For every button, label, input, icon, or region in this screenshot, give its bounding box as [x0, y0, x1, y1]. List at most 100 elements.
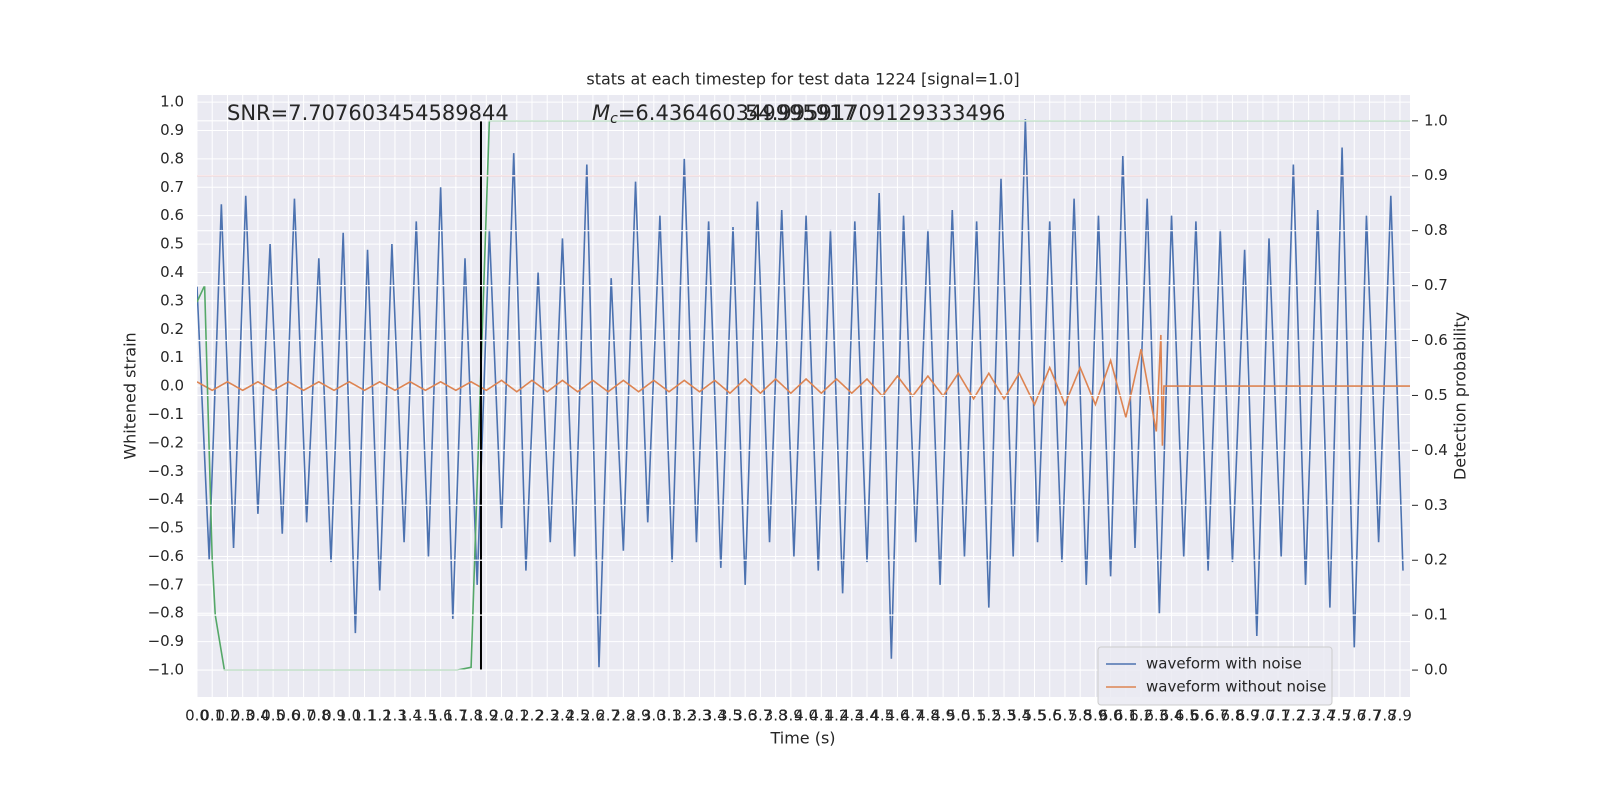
series-line [197, 334, 1410, 446]
y2-tick-label: 0.6 [1424, 331, 1448, 349]
x-tick-label: 3.4 [703, 707, 727, 725]
x-tick-label: 0.6 [276, 707, 300, 725]
x-tick-label: 1.8 [459, 707, 483, 725]
x-tick-label: 3.6 [733, 707, 757, 725]
x-tick-label: 1.4 [398, 707, 422, 725]
y2-tick-label: 0.7 [1424, 276, 1448, 294]
x-tick-label: 5.3 [992, 707, 1016, 725]
x-tick-label: 1.5 [413, 707, 437, 725]
x-tick-label: 4.2 [825, 707, 849, 725]
x-tick-label: 2.4 [551, 707, 575, 725]
mc-subscript: c [610, 111, 618, 127]
x-tick-label: 6.2 [1129, 707, 1153, 725]
x-tick-label: 4.1 [809, 707, 833, 725]
x-tick-label: 5.4 [1007, 707, 1031, 725]
mc-symbol: M [592, 101, 610, 125]
x-tick-label: 6.0 [1099, 707, 1123, 725]
x-tick-label: 4.4 [855, 707, 879, 725]
y-tick-label: 0.7 [160, 178, 184, 196]
x-tick-label: 4.7 [901, 707, 925, 725]
y-tick-label: −0.3 [148, 462, 184, 480]
x-tick-label: 1.0 [337, 707, 361, 725]
x-tick-label: 6.6 [1190, 707, 1214, 725]
x-tick-label: 4.5 [870, 707, 894, 725]
x-tick-label: 1.1 [353, 707, 377, 725]
x-tick-label: 0.2 [216, 707, 240, 725]
x-tick-label: 7.6 [1342, 707, 1366, 725]
x-tick-label: 4.6 [886, 707, 910, 725]
x-tick-label: 5.0 [946, 707, 970, 725]
y-tick-label: −0.2 [148, 433, 184, 451]
y2-tick-label: 0.9 [1424, 166, 1448, 184]
y-tick-label: 0.4 [160, 263, 184, 281]
x-tick-label: 0.0 [185, 707, 209, 725]
x-tick-label: 6.9 [1236, 707, 1260, 725]
x-tick-label: 1.7 [444, 707, 468, 725]
x-tick-label: 5.9 [1083, 707, 1107, 725]
y-tick-label: 0.3 [160, 291, 184, 309]
y2-axis-label: Detection probability [1451, 312, 1470, 480]
x-tick-label: 2.2 [520, 707, 544, 725]
mc-annotation: Mc=6.436460349995917 [592, 101, 856, 127]
y2-tick-label: 0.4 [1424, 441, 1448, 459]
x-tick-label: 2.1 [505, 707, 529, 725]
x-tick-label: 0.3 [231, 707, 255, 725]
y-tick-label: −0.9 [148, 632, 184, 650]
x-tick-label: 1.6 [429, 707, 453, 725]
x-tick-label: 7.1 [1266, 707, 1290, 725]
x-tick-label: 0.1 [200, 707, 224, 725]
x-tick-label: 7.5 [1327, 707, 1351, 725]
x-tick-label: 7.3 [1297, 707, 1321, 725]
x-tick-label: 6.4 [1160, 707, 1184, 725]
x-tick-label: 4.0 [794, 707, 818, 725]
chart-title: stats at each timestep for test data 122… [586, 70, 1019, 89]
x-tick-label: 4.8 [916, 707, 940, 725]
x-tick-label: 6.3 [1144, 707, 1168, 725]
legend-label: waveform with noise [1146, 655, 1302, 673]
x-tick-label: 3.0 [642, 707, 666, 725]
x-tick-label: 2.7 [596, 707, 620, 725]
x-tick-label: 0.4 [246, 707, 270, 725]
x-tick-label: 6.8 [1221, 707, 1245, 725]
x-tick-label: 1.9 [474, 707, 498, 725]
y2-tick-label: 0.5 [1424, 386, 1448, 404]
x-tick-label: 3.2 [672, 707, 696, 725]
x-tick-label: 5.2 [977, 707, 1001, 725]
x-tick-label: 3.9 [779, 707, 803, 725]
y-tick-label: 0.6 [160, 206, 184, 224]
y2-tick-label: 0.1 [1424, 606, 1448, 624]
x-tick-label: 7.8 [1373, 707, 1397, 725]
x-tick-label: 6.1 [1114, 707, 1138, 725]
y-tick-label: 1.0 [160, 93, 184, 111]
x-tick-label: 7.0 [1251, 707, 1275, 725]
y2-tick-label: 0.0 [1424, 661, 1448, 679]
x-tick-label: 4.9 [931, 707, 955, 725]
x-axis-label: Time (s) [769, 729, 835, 748]
y2-tick-label: 0.2 [1424, 551, 1448, 569]
x-tick-label: 2.8 [611, 707, 635, 725]
y-axis-label: Whitened strain [121, 332, 140, 459]
x-tick-label: 3.3 [688, 707, 712, 725]
x-tick-label: 4.3 [840, 707, 864, 725]
x-tick-label: 0.8 [307, 707, 331, 725]
x-tick-label: 0.5 [261, 707, 285, 725]
overlap-annotation: 54.99591709129333496 [745, 101, 1006, 125]
x-tick-label: 2.5 [566, 707, 590, 725]
x-tick-label: 7.4 [1312, 707, 1336, 725]
x-tick-label: 3.8 [764, 707, 788, 725]
x-tick-label: 3.1 [657, 707, 681, 725]
y-tick-label: 0.2 [160, 320, 184, 338]
mc-value: =6.436460349995917 [618, 101, 856, 125]
x-tick-label: 7.2 [1281, 707, 1305, 725]
x-tick-label: 1.3 [383, 707, 407, 725]
y2-tick-label: 1.0 [1424, 111, 1448, 129]
x-tick-label: 6.5 [1175, 707, 1199, 725]
x-tick-label: 3.5 [718, 707, 742, 725]
overlay-layer: waveform with noise waveform without nois… [197, 120, 1410, 706]
x-tick-label: 2.0 [490, 707, 514, 725]
x-tick-label: 2.6 [581, 707, 605, 725]
x-tick-label: 0.7 [292, 707, 316, 725]
y-tick-label: 0.0 [160, 377, 184, 395]
y-tick-label: −0.7 [148, 575, 184, 593]
